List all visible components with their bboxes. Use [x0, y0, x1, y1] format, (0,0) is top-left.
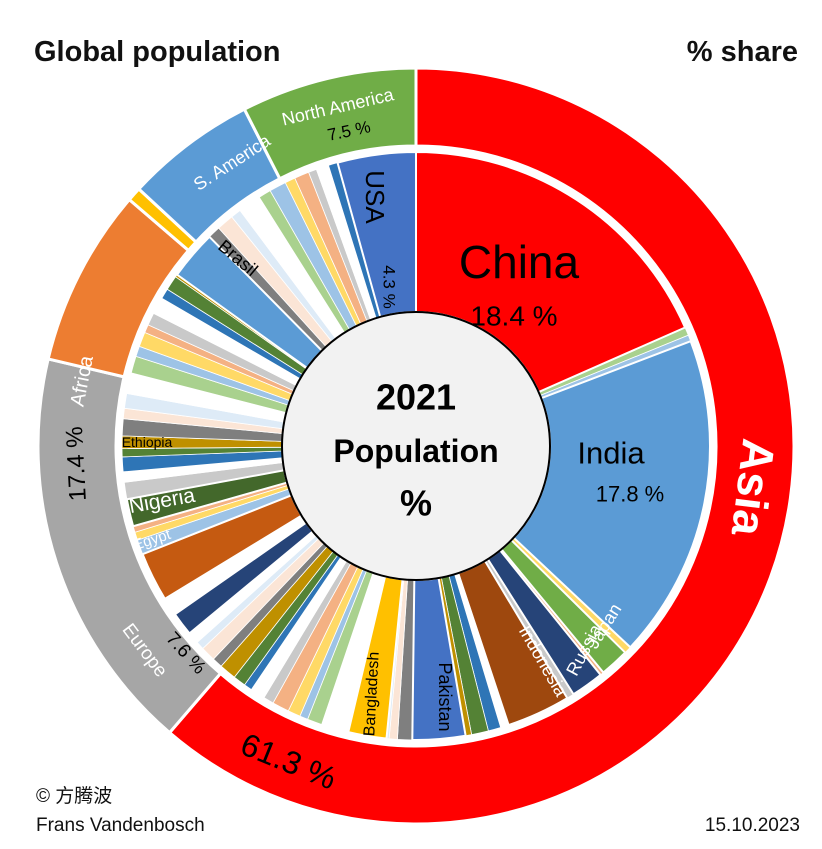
- center-year: 2021: [376, 377, 456, 418]
- author-text: Frans Vandenbosch: [36, 815, 205, 836]
- inner-value-usa: 4.3 %: [380, 265, 399, 308]
- inner-label-pakistan: Pakistan: [435, 662, 455, 731]
- inner-label-usa: USA: [360, 170, 390, 224]
- outer-slice-north-america: [242, 66, 418, 181]
- chart-title: Global population: [34, 36, 281, 68]
- outer-value-africa: 17.4 %: [61, 426, 92, 502]
- share-label: % share: [686, 36, 798, 68]
- inner-label-india: India: [577, 436, 645, 471]
- outer-slice-asia: [167, 66, 796, 826]
- inner-value-india: 17.8 %: [596, 482, 665, 507]
- minor-country-slices: [121, 162, 692, 741]
- copyright-text: © 方腾波: [36, 786, 113, 807]
- center-circle: [281, 311, 551, 581]
- outer-label-asia: Asia: [722, 436, 786, 539]
- inner-label-ethiopia: Ethiopia: [122, 434, 173, 450]
- inner-value-china: 18.4 %: [470, 301, 557, 332]
- center-percent: %: [400, 483, 432, 524]
- center-label: Population: [333, 433, 498, 469]
- inner-label-china: China: [459, 236, 580, 288]
- inner-label-bangladesh: Bangladesh: [361, 651, 382, 736]
- date-text: 15.10.2023: [704, 815, 800, 836]
